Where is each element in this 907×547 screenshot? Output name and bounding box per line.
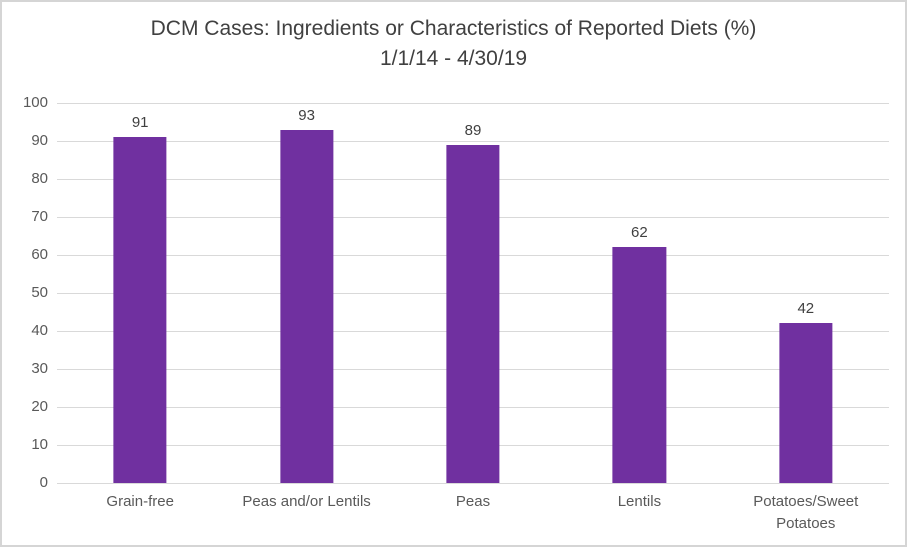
bar [446,144,500,483]
y-axis-label-10: 10 [31,436,48,453]
gridline-90 [57,140,889,142]
chart-title: DCM Cases: Ingredients or Characteristic… [150,17,757,40]
y-axis-label-50: 50 [31,284,48,301]
bars-layer: 91 93 89 62 42 [57,103,889,483]
bar [612,247,666,483]
y-axis: 0 10 20 30 40 50 60 70 80 90 100 [2,94,48,491]
bar-slot: 62 [556,103,722,483]
bar-value-label: 42 [797,300,815,318]
y-axis-label-60: 60 [31,246,48,263]
bar-value-label: 93 [298,106,315,124]
x-axis-label: Peas [455,493,491,510]
gridline-0 [57,482,889,484]
bar [779,323,833,483]
bar-value-label: 91 [131,114,149,132]
gridline-100 [57,102,889,104]
y-axis-label-80: 80 [31,170,48,187]
bar-slot: 89 [390,103,556,483]
y-axis-label-30: 30 [31,360,48,377]
bar-slot: 91 [57,103,223,483]
bar [113,137,167,483]
bar [279,129,334,483]
bar-value-label: 62 [631,224,648,242]
y-axis-label-70: 70 [31,208,48,225]
x-axis-label: Potatoes/Sweet Potatoes [753,493,859,532]
x-axis-label: Peas and/or Lentils [242,493,371,510]
y-axis-label-40: 40 [31,322,48,339]
y-axis-label-90: 90 [31,132,48,149]
x-axis-label: Grain-free [106,493,174,510]
y-axis-label-0: 0 [39,474,48,491]
chart-header: DCM Cases: Ingredients or Characteristic… [2,14,905,74]
bar-slot: 42 [723,103,889,483]
plot-area: 91 93 89 62 42 [57,102,889,484]
chart-subtitle: 1/1/14 - 4/30/19 [379,47,528,70]
bar-value-label: 89 [464,121,482,139]
y-axis-label-100: 100 [22,94,48,111]
x-axis-label: Lentils [617,493,662,510]
y-axis-label-20: 20 [31,398,48,415]
bar-slot: 93 [223,103,389,483]
